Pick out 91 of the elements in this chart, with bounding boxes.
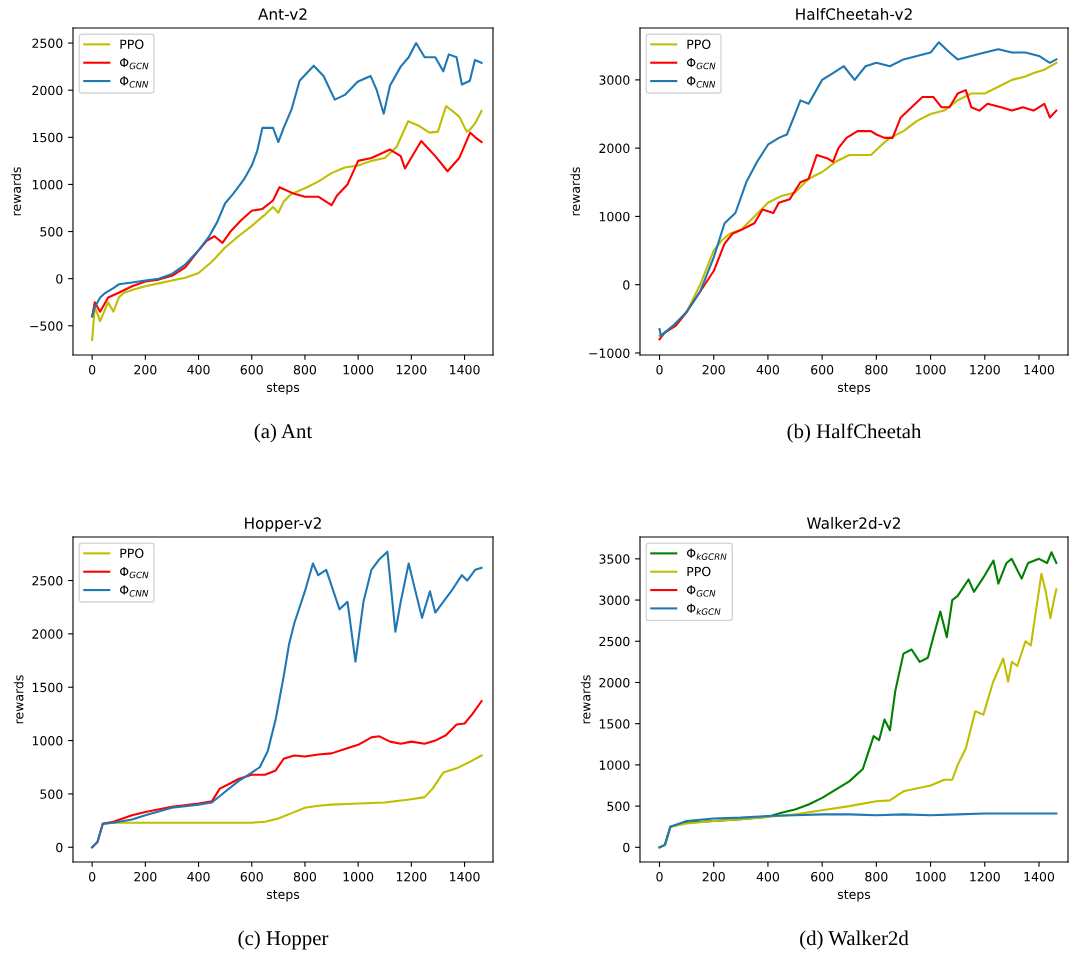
y-tick-label: 2500 bbox=[599, 636, 630, 647]
chart-title: Hopper-v2 bbox=[245, 517, 321, 532]
x-tick-label: 0 bbox=[656, 871, 663, 882]
y-tick-label: 0 bbox=[623, 842, 630, 853]
x-tick-label: 0 bbox=[89, 364, 96, 375]
x-tick-label: 1200 bbox=[970, 364, 1000, 375]
text: (c) Hopper bbox=[238, 930, 329, 950]
y-tick-label: 1000 bbox=[599, 760, 630, 770]
y-tick-label: 2000 bbox=[599, 677, 630, 688]
x-tick-label: 1400 bbox=[1024, 871, 1055, 882]
chart-title: Walker2d-v2 bbox=[807, 517, 900, 529]
x-tick-label: 400 bbox=[187, 364, 210, 375]
line-series bbox=[91, 105, 483, 341]
y-axis-title: rewards bbox=[11, 167, 21, 216]
line-series bbox=[658, 812, 1058, 849]
y-axis-title: rewards bbox=[13, 675, 24, 724]
x-tick-label: 800 bbox=[293, 364, 317, 375]
x-tick-label: 1200 bbox=[396, 871, 427, 882]
y-tick-label: 1500 bbox=[32, 682, 63, 693]
y-tick-label: −500 bbox=[30, 321, 63, 331]
y-tick-label: 0 bbox=[56, 842, 63, 853]
x-tick-label: 600 bbox=[811, 364, 834, 375]
x-tick-label: 200 bbox=[134, 364, 157, 375]
x-tick-label: 1400 bbox=[450, 364, 480, 375]
line-series bbox=[91, 131, 483, 318]
chart-title: HalfCheetah-v2 bbox=[796, 8, 912, 20]
legend-label: Φ$_{CNN}$ bbox=[119, 585, 149, 597]
legend-label: Φ$_{GCN}$ bbox=[119, 57, 149, 70]
y-tick-label: 2500 bbox=[32, 576, 63, 586]
x-tick-label: 1400 bbox=[1024, 364, 1055, 375]
y-tick-label: 1000 bbox=[32, 179, 63, 190]
x-tick-label: 1000 bbox=[343, 871, 374, 882]
y-tick-label: 500 bbox=[40, 789, 63, 799]
legend-label: PPO bbox=[120, 548, 144, 558]
legend-label: Φ$_{GCN}$ bbox=[686, 57, 716, 70]
y-tick-label: 0 bbox=[56, 274, 63, 284]
y-tick-label: 1000 bbox=[32, 736, 63, 746]
x-tick-label: 1200 bbox=[396, 364, 427, 375]
x-tick-label: 200 bbox=[702, 871, 725, 882]
y-tick-label: 0 bbox=[623, 280, 630, 290]
y-tick-label: 2000 bbox=[599, 143, 630, 154]
x-tick-label: 800 bbox=[293, 871, 317, 882]
legend-label: Φ$_{CNN}$ bbox=[119, 76, 149, 88]
x-axis-title: steps bbox=[837, 383, 871, 395]
y-tick-label: 2000 bbox=[32, 629, 63, 639]
x-axis-title: steps bbox=[266, 383, 300, 395]
y-tick-label: 3500 bbox=[599, 554, 630, 564]
y-tick-label: 2500 bbox=[32, 38, 63, 48]
x-tick-label: 1000 bbox=[343, 364, 374, 375]
x-tick-label: 400 bbox=[756, 871, 780, 882]
legend-label: Φ$_{GCN}$ bbox=[686, 585, 716, 597]
y-tick-label: −1000 bbox=[589, 348, 630, 358]
x-tick-label: 0 bbox=[89, 871, 96, 882]
legend-label: Φ$_{kGCRN}$ bbox=[686, 548, 727, 560]
y-tick-label: 500 bbox=[607, 801, 630, 812]
x-axis-title: steps bbox=[837, 890, 871, 902]
x-tick-label: 0 bbox=[656, 364, 663, 375]
x-tick-label: 400 bbox=[187, 871, 210, 882]
legend-label: Φ$_{CNN}$ bbox=[686, 76, 716, 88]
y-tick-label: 2000 bbox=[32, 85, 63, 96]
y-axis-title: rewards bbox=[580, 675, 591, 724]
x-tick-label: 1400 bbox=[450, 871, 480, 882]
x-axis-title: steps bbox=[266, 890, 300, 902]
legend-label: Φ$_{GCN}$ bbox=[119, 566, 149, 579]
x-tick-label: 1200 bbox=[970, 871, 1000, 882]
legend-label: PPO bbox=[687, 39, 711, 49]
text: (a) Ant bbox=[254, 423, 313, 443]
line-series bbox=[91, 550, 483, 849]
y-tick-label: 1500 bbox=[599, 719, 630, 729]
legend-label: Φ$_{kGCN}$ bbox=[686, 603, 721, 615]
y-tick-label: 1500 bbox=[32, 132, 63, 143]
x-tick-label: 600 bbox=[240, 364, 263, 375]
legend-label: PPO bbox=[120, 39, 144, 49]
x-tick-label: 600 bbox=[240, 871, 263, 882]
x-tick-label: 600 bbox=[811, 871, 834, 882]
legend-label: PPO bbox=[687, 566, 711, 577]
x-tick-label: 1000 bbox=[916, 871, 946, 882]
text: (b) HalfCheetah bbox=[787, 423, 922, 443]
y-tick-label: 3000 bbox=[599, 595, 630, 605]
y-tick-label: 3000 bbox=[599, 75, 630, 85]
x-tick-label: 200 bbox=[134, 871, 157, 882]
y-axis-title: rewards bbox=[570, 167, 581, 216]
x-tick-label: 1000 bbox=[916, 364, 946, 375]
y-tick-label: 1000 bbox=[599, 211, 630, 222]
text: (d) Walker2d bbox=[800, 930, 909, 950]
chart-title: Ant-v2 bbox=[258, 8, 307, 20]
x-tick-label: 800 bbox=[865, 364, 888, 375]
y-tick-label: 500 bbox=[40, 227, 63, 237]
x-tick-label: 800 bbox=[865, 871, 888, 882]
x-tick-label: 400 bbox=[756, 364, 780, 375]
x-tick-label: 200 bbox=[702, 364, 725, 375]
